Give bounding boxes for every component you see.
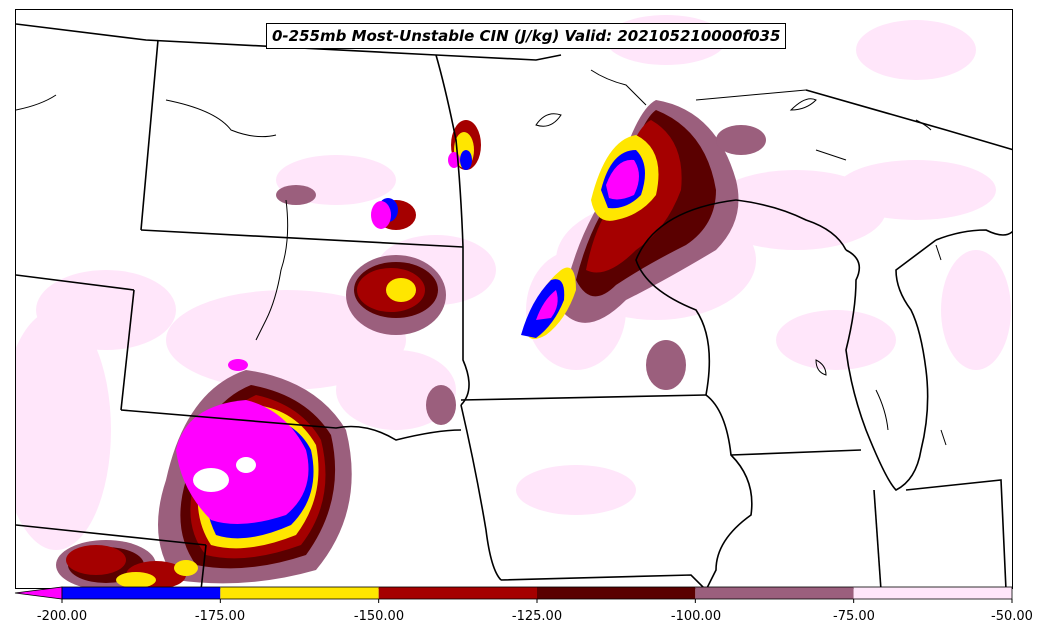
colorbar-tick-label-3: -125.00: [511, 609, 563, 624]
colorbar-segment-0: [62, 587, 221, 599]
colorbar-segment-4: [695, 587, 854, 599]
colorbar-segment-5: [853, 587, 1012, 599]
colorbar: [14, 586, 1013, 603]
rivers-lakes: [16, 69, 947, 446]
colorbar-under-extension: [14, 586, 63, 600]
colorbar-tick-label-2: -150.00: [353, 609, 405, 624]
low-cin-holes: [193, 457, 256, 492]
colorbar-segment-3: [537, 587, 696, 599]
colorbar-tick-label-5: -75.00: [833, 609, 875, 624]
map-panel: 0-255mb Most-Unstable CIN (J/kg) Valid: …: [15, 9, 1013, 589]
colorbar-tick-label-6: -50.00: [991, 609, 1033, 624]
colorbar-tick-label-0: -200.00: [36, 609, 88, 624]
colorbar-tick-label-1: -175.00: [194, 609, 246, 624]
map-title: 0-255mb Most-Unstable CIN (J/kg) Valid: …: [266, 23, 787, 49]
colorbar-tick-label-4: -100.00: [670, 609, 722, 624]
light-cin-areas: [16, 15, 1011, 550]
colorbar-segment-1: [220, 587, 379, 599]
cin-map: [16, 15, 1012, 588]
colorbar-segment-2: [378, 587, 537, 599]
state-borders: [16, 23, 1012, 588]
